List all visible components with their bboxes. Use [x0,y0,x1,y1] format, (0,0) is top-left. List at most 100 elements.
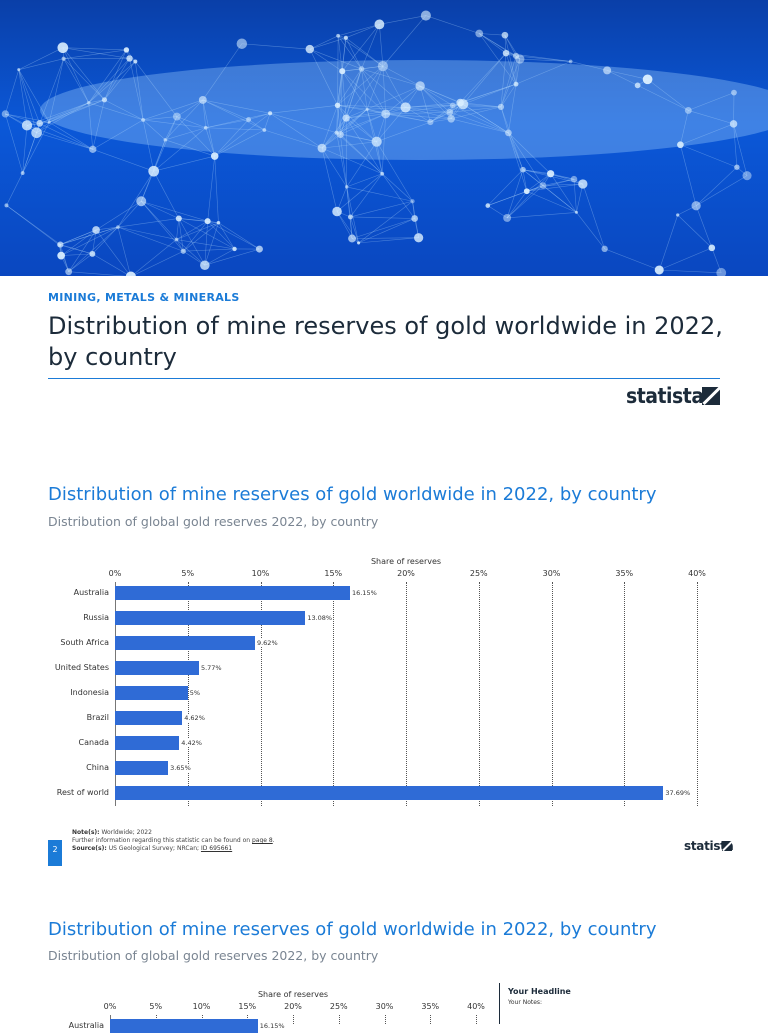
network-node [571,176,578,183]
network-link [69,272,131,276]
network-node [421,10,431,20]
page-link[interactable]: page 8 [252,837,273,844]
network-link [19,59,64,70]
network-link [426,16,479,34]
bar [115,636,255,650]
network-link [141,201,179,218]
note-text: Worldwide; 2022 [101,829,151,836]
network-node [716,268,726,276]
network-node [372,137,382,147]
network-link [19,70,40,124]
gridline [406,582,407,806]
network-node [743,171,752,180]
network-link [551,174,583,184]
network-node [175,238,179,242]
network-link [218,223,259,249]
network-node [515,55,524,64]
chart-1-title: Distribution of mine reserves of gold wo… [48,484,656,505]
network-link [141,201,207,221]
network-node [414,233,423,242]
network-node [31,127,42,138]
statista-logo: statista [626,384,704,408]
network-node [2,110,9,117]
network-node [505,130,512,137]
network-node [411,215,418,222]
network-link [141,201,176,239]
network-node [380,172,384,176]
data-label: 9.62% [256,639,279,647]
gridline [333,582,334,806]
network-node [485,203,490,208]
category-label: Rest of world [9,788,109,797]
network-link [6,205,59,244]
category-label: Canada [9,738,109,747]
network-link [63,48,130,59]
network-node [691,201,700,210]
network-link [382,174,412,201]
network-node [345,185,348,188]
network-link [59,245,92,254]
x-tick-label: 30% [376,1002,394,1011]
network-node [21,171,25,175]
data-label: 16.15% [259,1022,286,1030]
network-node [427,119,433,125]
network-node [256,246,263,253]
x-tick-label: 0% [109,569,122,578]
bar [115,761,168,775]
network-link [350,174,382,217]
network-link [338,24,379,35]
network-node [514,82,519,87]
network-node [575,211,578,214]
network-node [520,167,526,173]
network-link [183,221,207,251]
network-node [498,104,504,110]
statistic-id-link[interactable]: ID 695661 [201,845,232,852]
bar [115,661,199,675]
network-node [685,107,692,114]
x-tick-label: 15% [238,1002,256,1011]
network-link [527,191,577,212]
network-node [17,68,20,71]
network-node [124,47,129,52]
network-node [237,39,247,49]
gridline [697,582,698,806]
network-link [92,254,130,276]
network-node [401,102,411,112]
network-node [730,120,737,127]
network-node [635,83,641,89]
statista-logo-small-icon [722,841,732,851]
category-label: United States [9,663,109,672]
data-label: 13.08% [306,614,333,622]
gridline [476,1015,477,1024]
headline-divider [499,983,500,1024]
page-title: Distribution of mine reserves of gold wo… [48,311,728,373]
network-node [709,245,716,252]
network-background-image [0,0,768,276]
x-tick-label: 35% [421,1002,439,1011]
network-node [262,128,266,132]
network-node [503,214,511,222]
x-tick-label: 10% [252,569,270,578]
chart-1-subtitle: Distribution of global gold reserves 202… [48,514,378,529]
network-node [343,114,350,121]
network-node [677,141,684,148]
x-tick-label: 25% [470,569,488,578]
network-link [347,174,383,187]
network-node [136,196,146,206]
network-link [605,249,660,270]
source-label: Source(s): [72,845,107,852]
network-node [87,101,91,105]
x-tick-label: 40% [467,1002,485,1011]
network-node [205,218,211,224]
network-link [680,145,736,167]
network-node [268,111,272,115]
gridline [624,582,625,806]
network-link [37,133,93,150]
network-link [118,171,154,227]
bar [110,1019,258,1033]
network-link [63,48,127,50]
network-node [676,213,679,216]
x-tick-label: 5% [149,1002,162,1011]
network-node [348,235,356,243]
network-link [488,186,543,206]
